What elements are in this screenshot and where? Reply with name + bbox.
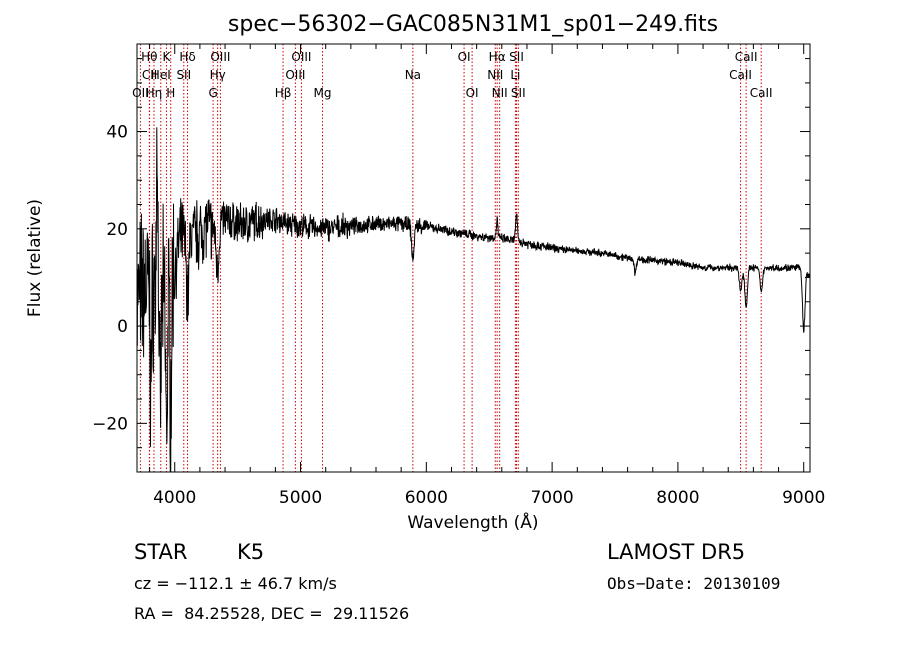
line-label: OIII bbox=[285, 68, 305, 82]
spectrum-series bbox=[136, 127, 811, 473]
y-tick-label: −20 bbox=[92, 414, 128, 434]
plot-frame bbox=[136, 43, 811, 473]
chart-title: spec−56302−GAC085N31M1_sp01−249.fits bbox=[228, 12, 718, 37]
x-tick-label: 4000 bbox=[153, 488, 196, 508]
x-tick-label: 7000 bbox=[530, 488, 573, 508]
x-axis: 4000 5000 6000 7000 8000 9000 bbox=[149, 44, 825, 508]
line-label: OI bbox=[458, 50, 471, 64]
survey-name: LAMOST DR5 bbox=[607, 540, 746, 564]
line-label: Hδ bbox=[179, 50, 195, 64]
line-label: HeI bbox=[151, 68, 171, 82]
y-tick-label: 0 bbox=[117, 317, 128, 337]
line-label: CaII bbox=[729, 68, 752, 82]
y-tick-label: 40 bbox=[106, 123, 128, 143]
x-tick-label: 6000 bbox=[405, 488, 448, 508]
line-label: Li bbox=[510, 68, 520, 82]
line-markers bbox=[139, 44, 762, 472]
line-label: CII bbox=[142, 68, 157, 82]
line-label: OIII bbox=[210, 50, 230, 64]
line-label: Hα bbox=[489, 50, 506, 64]
line-label: Na bbox=[405, 68, 421, 82]
line-label: NII bbox=[487, 68, 503, 82]
redshift-line: cz = −112.1 ± 46.7 km/s bbox=[134, 574, 337, 593]
x-tick-label: 9000 bbox=[782, 488, 825, 508]
x-axis-label: Wavelength (Å) bbox=[407, 511, 538, 533]
line-label: OIII bbox=[291, 50, 311, 64]
line-label: H bbox=[166, 86, 175, 100]
y-axis-label: Flux (relative) bbox=[25, 199, 45, 317]
line-label: Hθ bbox=[141, 50, 157, 64]
line-label: SII bbox=[509, 50, 524, 64]
line-label: Hγ bbox=[210, 68, 226, 82]
spectrum-line bbox=[136, 127, 811, 473]
line-label: Hβ bbox=[275, 86, 292, 100]
object-subclass: K5 bbox=[237, 540, 265, 564]
coordinates: RA = 84.25528, DEC = 29.11526 bbox=[134, 604, 410, 623]
line-label: CaII bbox=[750, 86, 773, 100]
obs-date: Obs−Date: 20130109 bbox=[607, 574, 781, 593]
y-tick-label: 20 bbox=[106, 220, 128, 240]
line-label: G bbox=[208, 86, 217, 100]
line-label: OII bbox=[132, 86, 149, 100]
line-label: K bbox=[162, 50, 171, 64]
line-label: SII bbox=[511, 86, 526, 100]
x-tick-label: 5000 bbox=[279, 488, 322, 508]
line-label: OI bbox=[466, 86, 479, 100]
x-tick-label: 8000 bbox=[656, 488, 699, 508]
object-class: STAR bbox=[134, 540, 188, 564]
y-axis: −20 0 20 40 bbox=[92, 58, 810, 449]
line-label: NII bbox=[492, 86, 508, 100]
line-label: Mg bbox=[314, 86, 332, 100]
line-label: CaII bbox=[735, 50, 758, 64]
line-label: Hη bbox=[146, 86, 163, 100]
line-label: SII bbox=[176, 68, 191, 82]
